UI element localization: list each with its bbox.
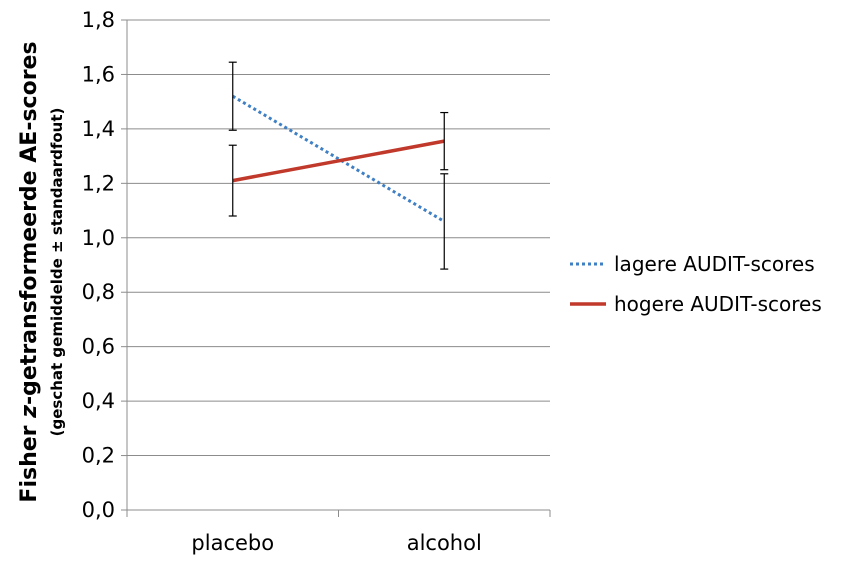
y-tick-label: 1,4	[82, 117, 115, 141]
y-axis-title-part2: z	[17, 405, 42, 419]
legend-layer: lagere AUDIT-scores hogere AUDIT-scores	[570, 252, 822, 316]
axis-layer	[121, 19, 551, 517]
y-axis-title: Fisher z-getransformeerde AE-scores (ges…	[17, 41, 66, 502]
y-tick-label: 1,0	[82, 226, 115, 250]
y-tick-label: 1,8	[82, 8, 115, 32]
y-tick-label: 0,6	[82, 335, 115, 359]
x-category-label: alcohol	[407, 531, 482, 555]
y-tick-label: 1,6	[82, 62, 115, 86]
series-layer	[231, 94, 446, 223]
legend-label-1: lagere AUDIT-scores	[614, 252, 815, 276]
label-layer: 0,0 0,2 0,4 0,6 0,8 1,0 1,2 1,4 1,6 1,8 placebo alc…	[82, 8, 482, 555]
y-axis-title-part1: Fisher	[17, 418, 42, 503]
y-axis-subtitle: (geschat gemiddelde ± standaardfout)	[48, 108, 66, 437]
y-tick-label: 0,0	[82, 498, 115, 522]
series-line-1	[231, 94, 446, 223]
legend-label-2: hogere AUDIT-scores	[614, 292, 822, 316]
series-line-2	[232, 139, 445, 183]
y-tick-label: 0,2	[82, 444, 115, 468]
y-tick-label: 1,2	[82, 171, 115, 195]
y-axis-title-part3: -getransformeerde AE-scores	[17, 41, 42, 405]
y-tick-label: 0,4	[82, 389, 115, 413]
y-axis-title-main: Fisher z-getransformeerde AE-scores	[17, 41, 42, 502]
y-tick-label: 0,8	[82, 280, 115, 304]
grid-layer	[127, 19, 550, 457]
x-category-label: placebo	[191, 531, 274, 555]
errorbar-layer	[228, 61, 449, 270]
